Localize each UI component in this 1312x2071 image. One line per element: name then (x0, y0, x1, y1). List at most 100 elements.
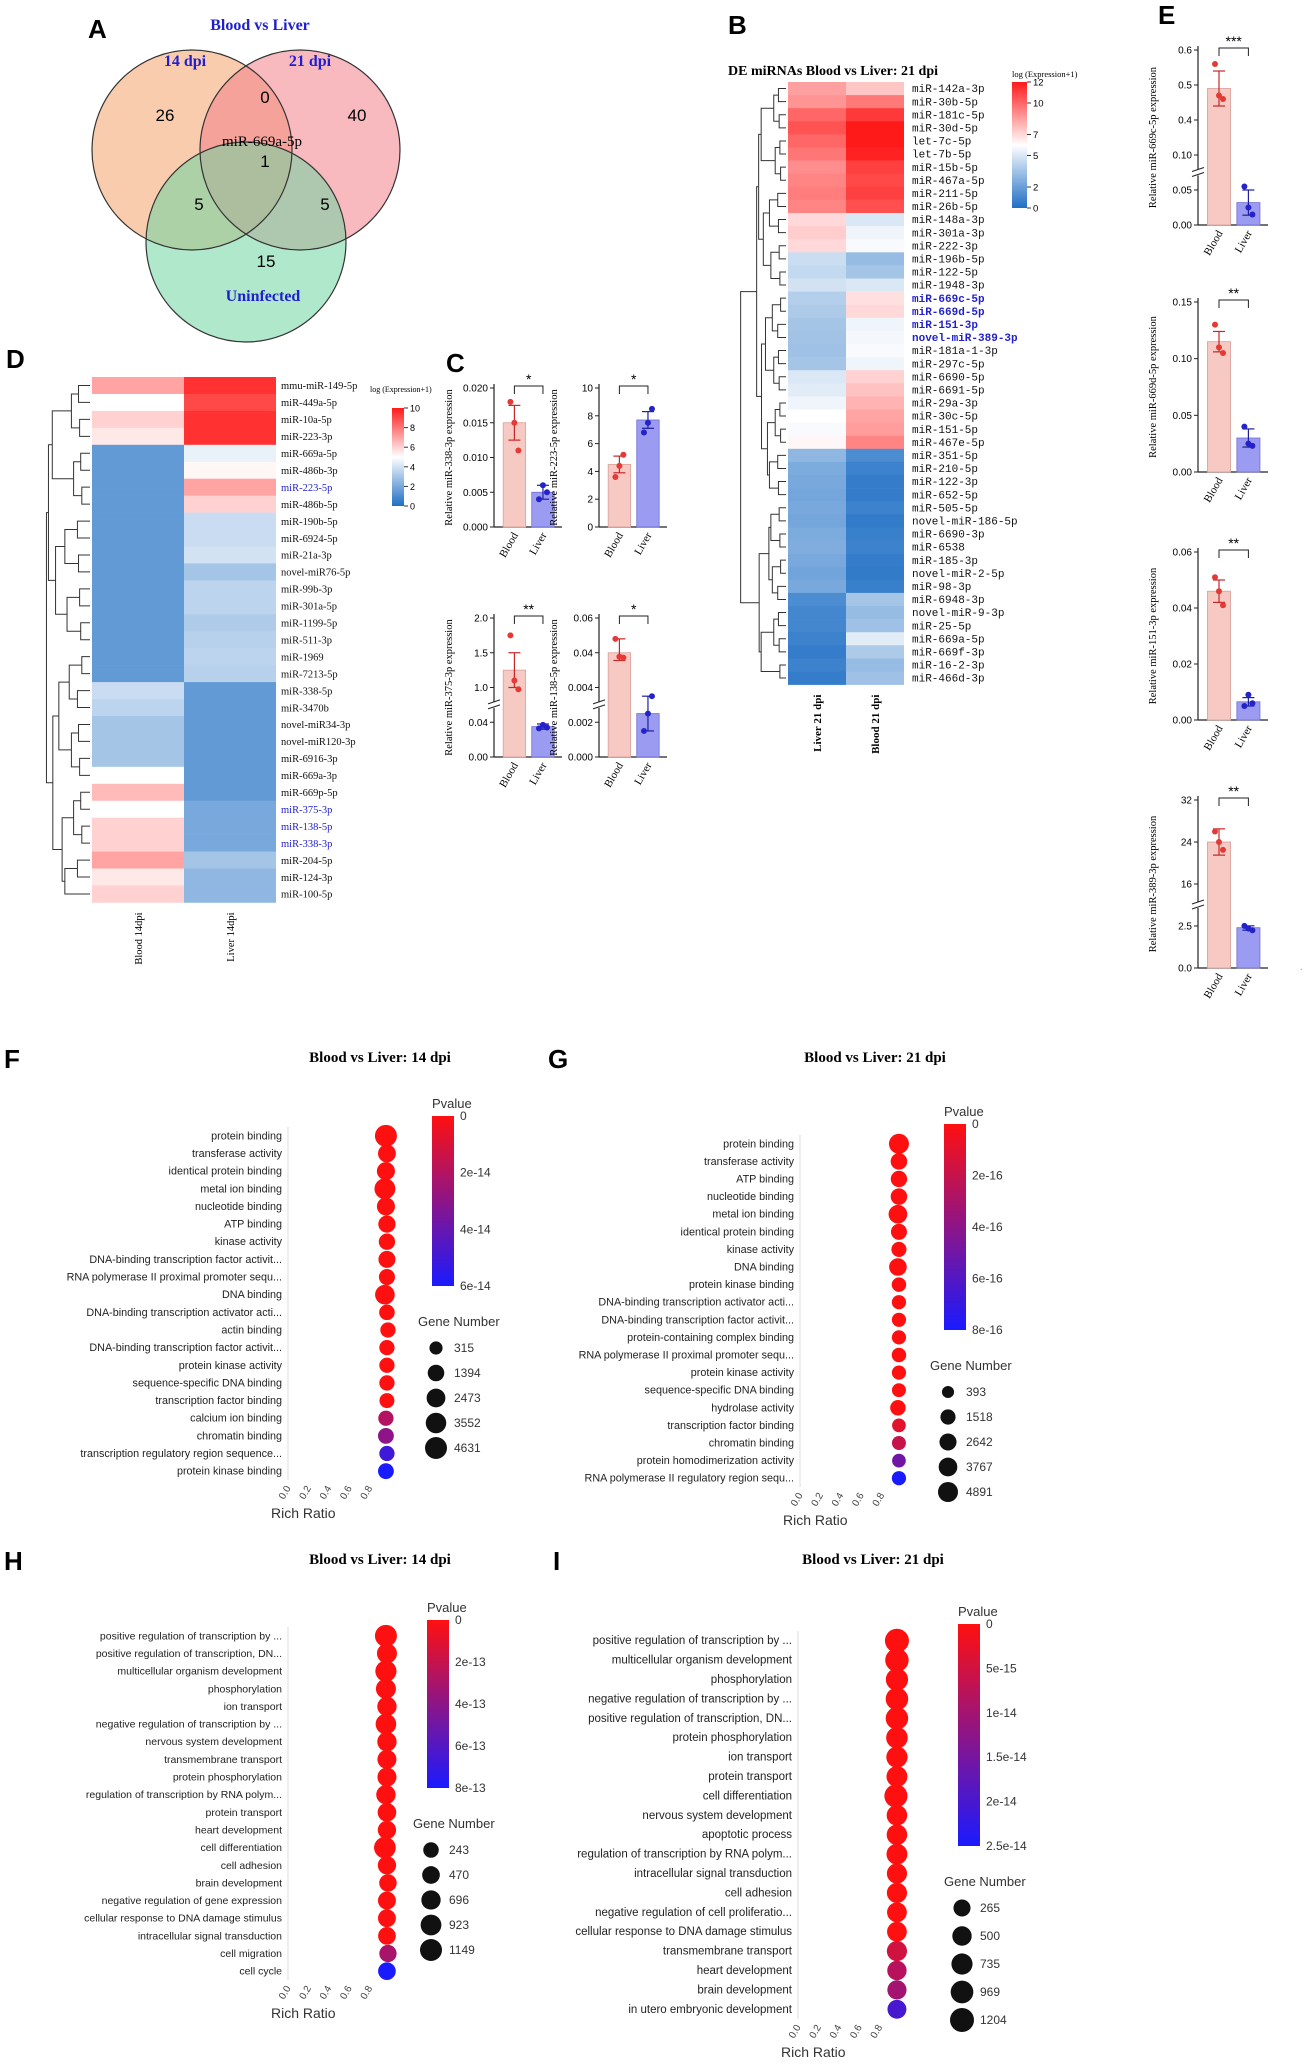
dendrogram-branch (76, 859, 90, 878)
size-legend-circle (941, 1385, 955, 1399)
bubble-plot-title: Blood vs Liver: 21 dpi (804, 1050, 946, 1066)
y-axis-label: Relative miR-669d-5p expression (1148, 315, 1159, 457)
bubble (379, 1304, 395, 1321)
heatmap-row-label: miR-669p-5p (281, 788, 338, 799)
heatmap-row-label: novel-miR-389-3p (912, 333, 1018, 345)
heatmap-cell (788, 213, 846, 227)
heatmap-row-label: miR-338-5p (281, 686, 332, 697)
y-tick-label: 8 (587, 411, 593, 422)
dendrogram-branch (780, 428, 786, 443)
size-legend-label: 3552 (454, 1416, 481, 1430)
heatmap-cell (184, 851, 276, 869)
size-legend-circle (426, 1388, 446, 1408)
heatmap-row-label: miR-204-5p (281, 856, 332, 867)
dendrogram-branch (761, 343, 768, 450)
heatmap-row-label: miR-10a-5p (281, 415, 332, 426)
data-point (1241, 423, 1248, 430)
term-label: cellular response to DNA damage stimulus (84, 1913, 282, 1925)
y-tick-label: 0.04 (574, 648, 594, 659)
term-label: protein phosphorylation (672, 1732, 792, 1744)
bubble (374, 1178, 396, 1200)
data-point (616, 462, 623, 469)
term-label: RNA polymerase II regulatory region sequ… (585, 1473, 794, 1485)
x-tick-label: 0.2 (810, 1491, 827, 1509)
heatmap-cell (788, 357, 846, 371)
dendrogram-branch (51, 410, 74, 480)
heatmap-row-label: miR-375-3p (281, 805, 332, 816)
heatmap-cell (788, 226, 846, 240)
size-legend-label: 265 (980, 1901, 1000, 1915)
bubble (379, 1375, 395, 1391)
heatmap-cell (184, 546, 276, 564)
heatmap-cell (92, 682, 184, 700)
term-label: in utero embryonic development (628, 2004, 792, 2016)
x-tick-label: 0.2 (298, 1484, 315, 1502)
data-point (1216, 588, 1222, 595)
x-tick-label: 0.2 (808, 2023, 825, 2041)
heatmap-b-color-legend: log (Expression+1) 12 10 7 5 2 0 (1012, 69, 1078, 215)
term-label: identical protein binding (681, 1226, 794, 1238)
heatmap-cell (788, 108, 846, 122)
pvalue-tick-label: 6e-13 (455, 1739, 486, 1753)
heatmap-cell (92, 478, 184, 496)
significance-bracket (1218, 797, 1249, 806)
heatmap-cell (788, 134, 846, 148)
dendrogram-branch (766, 422, 776, 476)
y-axis-label: Relative miR-223-5p expression (549, 389, 560, 526)
heatmap-cell (846, 448, 904, 463)
pvalue-tick-label: 2.5e-14 (986, 1839, 1027, 1853)
heatmap-row-label: miR-30c-5p (912, 412, 978, 424)
term-label: ion transport (224, 1701, 282, 1713)
heatmap-cell (92, 512, 184, 530)
colorbar-tick-label: 10 (410, 404, 420, 414)
heatmap-cell (184, 512, 276, 530)
data-point (1249, 700, 1256, 707)
y-tick-label: 0.4 (1178, 116, 1192, 127)
heatmap-row-label: miR-351-5p (912, 451, 978, 463)
heatmap-row-label: novel-miR-2-5p (912, 569, 1004, 581)
heatmap-cell (92, 648, 184, 666)
heatmap-cell (184, 393, 276, 412)
heatmap-cell (846, 330, 904, 345)
dendrogram-branch (81, 486, 90, 505)
size-legend-label: 1394 (454, 1366, 481, 1380)
pvalue-tick-label: 0 (460, 1109, 467, 1123)
pvalue-colorbar (958, 1624, 980, 1846)
heatmap-b-legend-title: log (Expression+1) (1012, 69, 1078, 79)
heatmap-row-label: miR-297c-5p (912, 359, 985, 371)
heatmap-cell (788, 527, 846, 541)
panel-letter-h: H (4, 1546, 23, 1576)
size-legend-circle (938, 1482, 958, 1502)
heatmap-cell (846, 160, 904, 174)
term-label: nervous system development (145, 1736, 282, 1748)
dendrogram-branch (758, 553, 769, 653)
pvalue-tick-label: 0 (986, 1617, 993, 1631)
bubble-plot-title: Blood vs Liver: 21 dpi (802, 1552, 944, 1568)
size-legend-circle (940, 1409, 956, 1425)
axis-break-mark (1191, 167, 1205, 177)
heatmap-row-label: miR-301a-3p (912, 228, 985, 240)
data-point (1216, 344, 1222, 351)
heatmap-column-label: Blood 14dpi (134, 912, 145, 964)
bubble (377, 1820, 397, 1840)
data-point (543, 724, 550, 731)
colorbar-tick-label: 5 (1033, 151, 1038, 162)
dendrogram-branch (778, 507, 786, 522)
significance-bracket (1218, 549, 1249, 558)
heatmap-cell (92, 393, 184, 412)
heatmap-row-label: miR-301a-5p (281, 602, 337, 613)
term-label: brain development (697, 1984, 792, 1996)
term-label: positive regulation of transcription by … (593, 1635, 792, 1647)
dendrogram-branch (771, 566, 781, 594)
heatmap-cell (92, 631, 184, 649)
venn-count-abc: 1 (260, 152, 269, 171)
heatmap-row-label: miR-16-2-3p (912, 661, 985, 673)
heatmap-row-label: novel-miR34-3p (281, 720, 350, 731)
data-point (612, 635, 619, 642)
size-legend-label: 1518 (966, 1410, 993, 1424)
pvalue-tick-label: 0 (972, 1117, 979, 1131)
heatmap-cell (92, 868, 184, 886)
heatmap-row-label: miR-3470b (281, 703, 329, 714)
size-legend-circle (938, 1457, 958, 1477)
data-point (511, 677, 518, 684)
